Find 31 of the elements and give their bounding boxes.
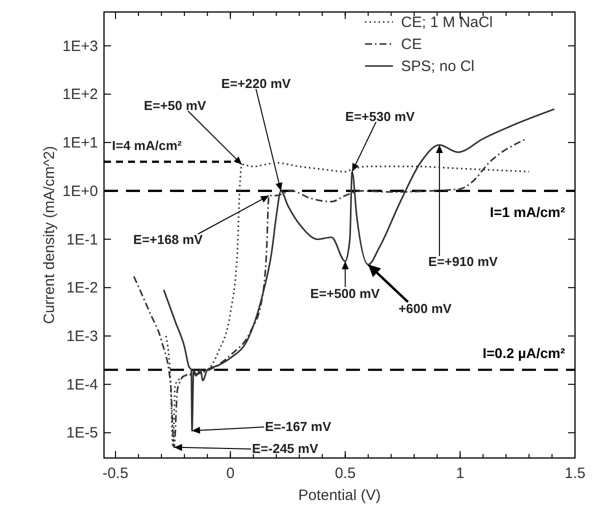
- y-tick-label: 1E-4: [66, 376, 98, 394]
- annotation: E=+530 mV: [345, 109, 416, 124]
- x-tick-label: -0.5: [102, 465, 128, 482]
- annotation: E=+910 mV: [428, 254, 498, 269]
- x-tick-label: 0.5: [334, 465, 356, 482]
- y-tick-label: 1E-5: [66, 424, 98, 442]
- legend-label: CE; 1 M NaCl: [401, 14, 493, 31]
- annotation: +600 mV: [398, 301, 452, 316]
- x-tick-label: 0: [226, 465, 235, 482]
- x-axis-title: Potential (V): [298, 487, 381, 504]
- annotation: E=-167 mV: [265, 419, 332, 434]
- y-tick-label: 1E+3: [62, 38, 98, 55]
- legend-label: SPS; no Cl: [401, 58, 474, 75]
- annotation: I=4 mA/cm²: [112, 138, 182, 153]
- annotation: E=+500 mV: [310, 286, 380, 301]
- y-tick-label: 1E-1: [66, 231, 98, 248]
- y-tick-label: 1E-2: [66, 280, 98, 297]
- y-tick-label: 1E+1: [62, 134, 98, 152]
- ref-line-label: I=1 mA/cm²: [490, 204, 566, 220]
- x-tick-label: 1: [456, 465, 464, 482]
- annotation: E=+168 mV: [133, 232, 204, 247]
- annotation: E=-245 mV: [252, 441, 318, 456]
- annotation: E=+220 mV: [221, 76, 292, 91]
- annotation: E=+50 mV: [144, 98, 206, 113]
- y-tick-label: 1E+0: [62, 182, 98, 200]
- y-axis-title: Current density (mA/cm^2): [41, 146, 58, 324]
- y-tick-label: 1E-3: [66, 328, 98, 345]
- ref-line-label: I=0.2 µA/cm²: [482, 344, 566, 361]
- y-tick-label: 1E+2: [62, 86, 98, 104]
- x-tick-label: 1.5: [564, 465, 586, 482]
- legend-label: CE: [401, 36, 422, 53]
